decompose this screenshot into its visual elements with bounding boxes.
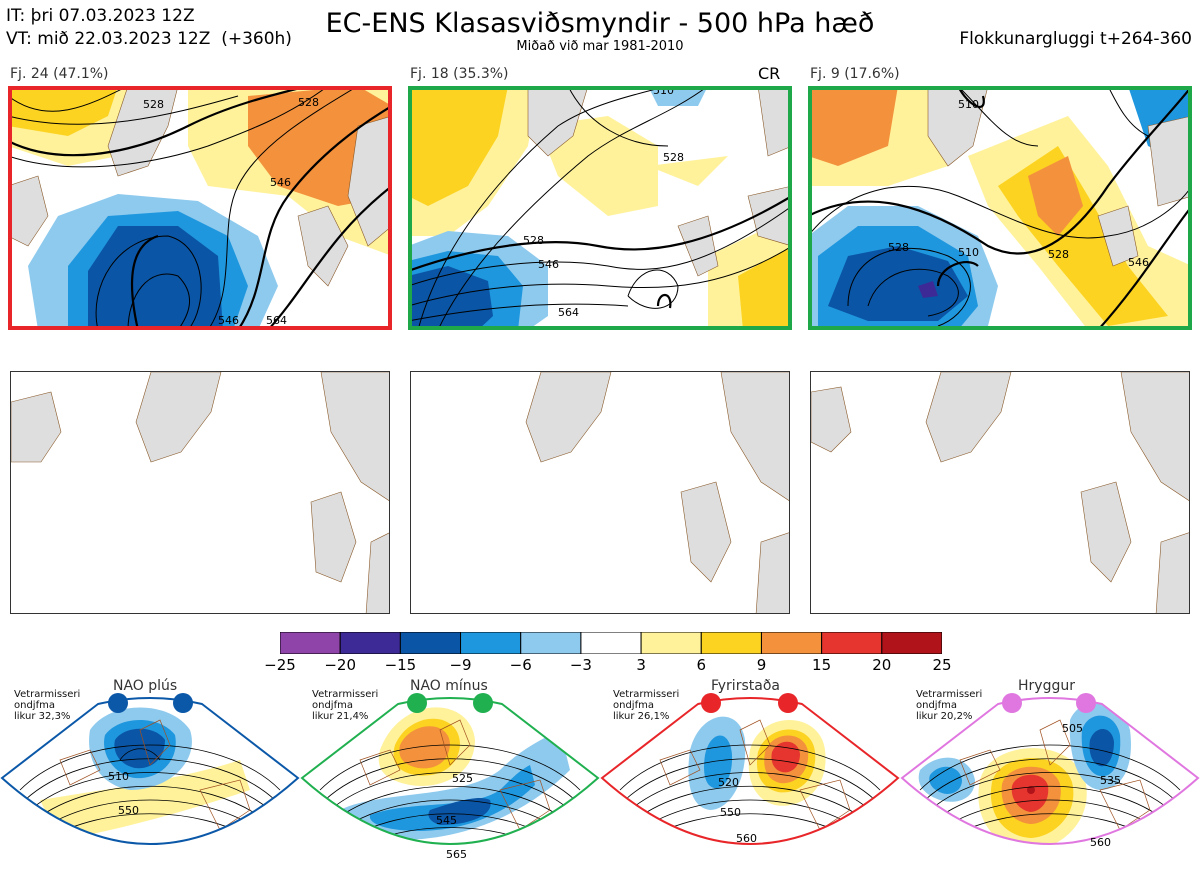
contour-label: 546 [1128,256,1149,269]
contour-label: 546 [270,176,291,189]
colorbar-swatch [339,631,401,655]
colorbar-swatch [881,631,943,655]
contour-label: 528 [143,98,164,111]
contour-label: 565 [446,848,467,861]
contour-label: 535 [1100,774,1121,787]
cluster-label-3: Fj. 9 (17.6%) [810,66,900,82]
contour-label: 528 [888,241,909,254]
regime-name-nao-plus: NAO plús [113,678,178,694]
colorbar-swatch [760,631,823,655]
cluster-label-2: Fj. 18 (35.3%) [410,66,509,82]
contour-label: 564 [266,314,287,327]
colorbar-tick-label: 9 [756,656,767,674]
cluster-map-3: 510 528 510 528 546 [808,86,1192,330]
contour-label: 510 [958,246,979,259]
regime-info-blocking: Vetrarmisseri ondjfma likur 26,1% [613,689,680,722]
contour-label: 546 [538,258,559,271]
regime-map-nao-minus: 525 545 565 [300,693,600,861]
colorbar-swatch [399,631,462,655]
regime-map-ridge: 505 535 560 [900,693,1200,849]
regime-marker [1076,693,1096,713]
empty-map-1 [10,371,390,614]
contour-label: 510 [958,98,979,111]
contour-label: 560 [736,832,757,845]
colorbar-swatch [640,631,702,655]
regime-info-ridge: Vetrarmisseri ondjfma likur 20,2% [916,689,983,722]
contour-label: 510 [653,86,674,97]
colorbar-tick-label: 6 [696,656,707,674]
page-title: EC-ENS Klasasviðsmyndir - 500 hPa hæð [325,8,875,39]
regime-name-blocking: Fyrirstaða [711,678,780,694]
regime-border [900,697,1200,845]
colorbar-tick-label: 20 [872,656,892,674]
regime-marker [173,693,193,713]
colorbar-tick-label: 25 [932,656,952,674]
colorbar-tick-label: −3 [569,656,592,674]
colorbar-tick-label: 3 [636,656,646,674]
regime-name-ridge: Hryggur [1018,678,1075,694]
regime-info-nao-plus: Vetrarmisseri ondjfma likur 32,3% [14,689,81,722]
contour-label: 528 [663,151,684,164]
colorbar-swatches [279,631,943,655]
colorbar-tick-label: −9 [449,656,472,674]
regime-marker [473,693,493,713]
cluster-border [408,86,792,330]
initial-time: IT: þri 07.03.2023 12Z [6,6,195,26]
regime-marker [778,693,798,713]
contour-label: 528 [298,96,319,109]
control-run-tag: CR [758,64,781,83]
contour-label: 550 [118,804,139,817]
cluster-border [808,86,1192,330]
regime-marker [1002,693,1022,713]
regime-map-blocking: 520 550 560 [600,693,900,845]
contour-label: 510 [108,770,129,783]
contour-label: 564 [558,306,579,319]
colorbar-tick-label: −20 [324,656,357,674]
regime-border [300,697,600,845]
colorbar-swatch [821,631,883,655]
regime-marker [108,693,128,713]
regime-border [600,697,900,845]
colorbar-tick-label: −6 [509,656,532,674]
contour-label: 528 [523,234,544,247]
colorbar-tick-label: 15 [812,656,832,674]
contour-label: 550 [720,806,741,819]
colorbar-swatch [460,631,522,655]
cluster-border [8,86,392,330]
regime-name-nao-minus: NAO mínus [410,678,488,694]
regime-marker [701,693,721,713]
regime-info-nao-minus: Vetrarmisseri ondjfma likur 21,4% [312,689,379,722]
colorbar-tick-label: −15 [384,656,417,674]
contour-label: 546 [218,314,239,327]
colorbar-swatch [279,631,341,655]
regime-marker [407,693,427,713]
regime-map-nao-plus: 510 550 [0,693,300,845]
colorbar-swatch [520,631,582,655]
cluster-map-1: 528 546 528 546 564 [8,86,392,330]
classification-window: Flokkunargluggi t+264-360 [959,29,1192,49]
empty-map-3 [810,371,1190,614]
cluster-label-1: Fj. 24 (47.1%) [10,66,109,82]
contour-label: 560 [1090,836,1111,849]
colorbar [279,631,943,655]
contour-label: 525 [452,772,473,785]
cluster-map-2: 510 528 546 528 564 [408,86,792,330]
contour-label: 520 [718,776,739,789]
empty-map-2 [410,371,790,614]
regime-border [0,697,300,845]
contour-label: 528 [1048,248,1069,261]
page-subtitle: Miðað við mar 1981-2010 [516,39,684,54]
colorbar-swatch [580,631,642,655]
colorbar-tick-label: −25 [264,656,296,674]
colorbar-swatch [700,631,762,655]
valid-time: VT: mið 22.03.2023 12Z (+360h) [6,29,292,49]
contour-label: 545 [436,814,457,827]
contour-label: 505 [1062,722,1083,735]
